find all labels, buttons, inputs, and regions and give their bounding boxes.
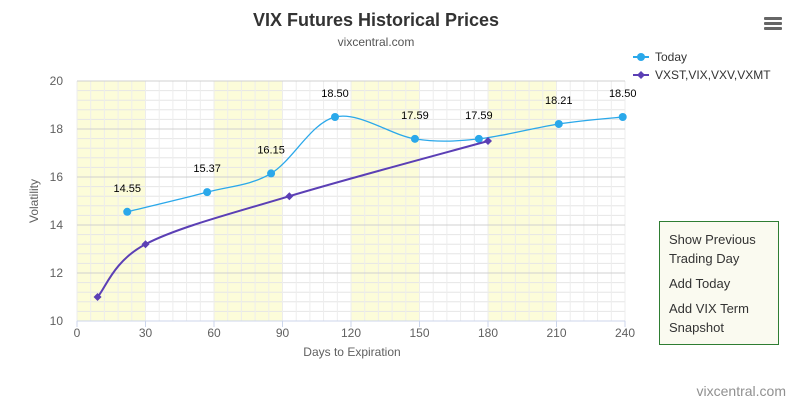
data-label: 14.55 xyxy=(113,183,141,195)
series: 14.55 15.37 16.15 18.50 17.59 17.59 18.21 18.50 xyxy=(93,88,637,301)
series-0-point xyxy=(203,188,212,197)
menu-icon[interactable] xyxy=(764,17,782,33)
data-label: 15.37 xyxy=(193,163,221,175)
y-tick-label: 14 xyxy=(50,218,64,232)
x-tick-label: 0 xyxy=(74,326,81,340)
data-label: 16.15 xyxy=(257,144,285,156)
y-axis-title: Volatility xyxy=(27,179,41,223)
legend-item[interactable]: VXST,VIX,VXV,VXMT xyxy=(655,68,771,82)
credit-text[interactable]: vixcentral.com xyxy=(697,383,786,399)
data-label: 18.50 xyxy=(609,88,637,100)
y-tick-label: 10 xyxy=(50,314,64,328)
y-tick-label: 18 xyxy=(50,122,64,136)
series-0-point xyxy=(331,113,340,121)
legend: Today VXST,VIX,VXV,VXMT xyxy=(633,50,771,82)
plot-band-2 xyxy=(351,81,420,321)
menu-item-show-previous-trading-day[interactable]: Show Previous Trading Day xyxy=(669,232,756,266)
series-line-1 xyxy=(96,140,489,298)
series-line-0 xyxy=(127,115,623,213)
export-context-menu: Show Previous Trading Day Add Today Add … xyxy=(659,221,779,345)
plot-band-3 xyxy=(488,81,557,321)
x-tick-label: 150 xyxy=(409,326,429,340)
chart-title: VIX Futures Historical Prices xyxy=(253,10,499,30)
series-1-point xyxy=(484,137,492,145)
series-1-point xyxy=(285,192,294,201)
series-0-point xyxy=(267,169,276,178)
series-0-point xyxy=(554,119,563,128)
y-tick-label: 12 xyxy=(50,266,64,280)
series-0-point xyxy=(123,207,132,216)
x-tick-label: 90 xyxy=(276,326,290,340)
series-1-point xyxy=(141,240,150,249)
menu-item-add-vix-term-snapshot[interactable]: Add VIX Term Snapshot xyxy=(669,301,749,335)
data-label: 17.59 xyxy=(401,110,429,122)
menu-item-add-today[interactable]: Add Today xyxy=(669,276,731,291)
series-0-point xyxy=(474,134,483,143)
x-tick-label: 180 xyxy=(478,326,498,340)
x-tick-label: 210 xyxy=(546,326,566,340)
x-axis-title: Days to Expiration xyxy=(303,345,400,359)
data-label: 18.21 xyxy=(545,95,573,107)
series-1-point xyxy=(93,293,102,301)
legend-marker xyxy=(637,53,645,61)
x-tick-label: 120 xyxy=(341,326,361,340)
data-label: 17.59 xyxy=(465,110,493,122)
x-tick-label: 240 xyxy=(615,326,635,340)
x-tick-label: 30 xyxy=(139,326,153,340)
chart-subtitle: vixcentral.com xyxy=(338,35,415,49)
series-0-point xyxy=(410,134,419,143)
y-tick-label: 20 xyxy=(50,74,64,88)
y-tick-label: 16 xyxy=(50,170,64,184)
plot-band-0 xyxy=(77,81,146,321)
data-label: 18.50 xyxy=(321,88,349,100)
x-tick-label: 60 xyxy=(207,326,221,340)
series-0-point xyxy=(618,113,627,121)
plot-bands xyxy=(77,81,557,321)
axes: 0 30 60 90 120 150 180 210 240 10 12 14 16 18 20 xyxy=(50,74,636,340)
legend-marker xyxy=(637,71,645,79)
legend-item[interactable]: Today xyxy=(655,50,687,64)
